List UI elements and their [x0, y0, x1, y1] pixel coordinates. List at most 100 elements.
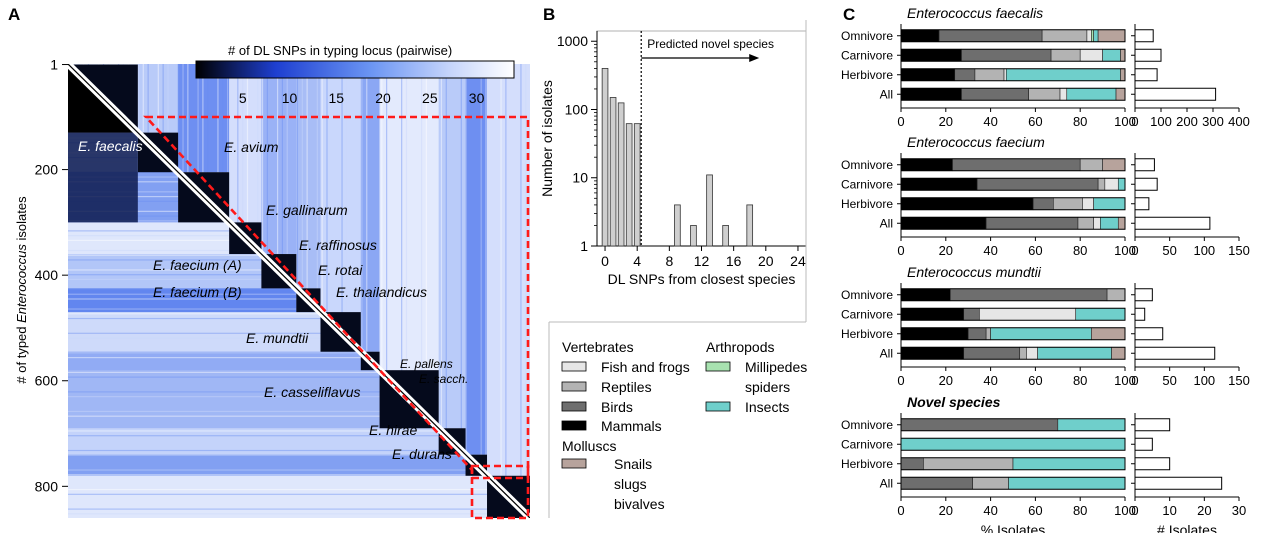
heatmap-stripe [68, 415, 426, 417]
diet-category-label: Omnivore [841, 158, 893, 172]
stacked-bar-segment [963, 346, 1021, 360]
heatmap-stripe [162, 64, 164, 157]
heatmap-stripe [68, 288, 297, 291]
heatmap-stripe [246, 64, 249, 240]
stacked-bar-segment [979, 307, 1077, 321]
heatmap-col-band [137, 64, 179, 133]
heatmap-stripe [68, 430, 441, 432]
diet-category-label: All [880, 346, 893, 360]
count-bar [1134, 216, 1211, 230]
heatmap-stripe [520, 64, 522, 509]
legend-arthropods-title: Arthropods [706, 339, 774, 355]
stacked-x-tick-label: 60 [1028, 373, 1042, 388]
colorbar-tick-label: 30 [469, 90, 485, 106]
count-bar [1134, 457, 1171, 471]
count-bar [1134, 29, 1154, 43]
stacked-x-tick-label: 20 [939, 373, 953, 388]
histogram-x-tick-label: 20 [758, 253, 774, 269]
stacked-bar-segment [1012, 457, 1126, 471]
stacked-bar-outline [900, 48, 1126, 62]
heatmap-row-band [68, 254, 262, 289]
stacked-bar-segment [1093, 197, 1126, 211]
legend-label-reptiles: Reptiles [601, 379, 652, 395]
histogram-bar [633, 123, 641, 247]
legend-swatch-reptiles [561, 381, 587, 392]
heatmap-stripe [68, 254, 262, 256]
stacked-bar-outline [900, 158, 1126, 172]
stacked-x-tick-label: 0 [897, 114, 904, 129]
heatmap-stripe [68, 278, 287, 281]
stacked-bar-outline [900, 307, 1126, 321]
colorbar [195, 60, 515, 79]
red-dashed-box [470, 464, 530, 520]
stacked-bar-segment [938, 29, 1043, 43]
heatmap-stripe [68, 313, 322, 315]
stacked-bar-segment [900, 307, 965, 321]
heatmap-stripe [68, 293, 302, 295]
heatmap-stripe [68, 298, 307, 300]
count-x-tick-label: 200 [1176, 114, 1198, 129]
count-bar [1134, 288, 1153, 302]
stacked-x-tick-label: 60 [1028, 114, 1042, 129]
histogram-bar [617, 102, 625, 247]
subplot-title: Novel species [907, 394, 1001, 410]
count-x-tick-label: 100 [1193, 373, 1215, 388]
stacked-x-tick-label: 60 [1028, 243, 1042, 258]
stacked-bar-segment [1102, 48, 1121, 62]
stacked-bar-segment [900, 177, 978, 191]
stacked-x-tick-label: 80 [1073, 114, 1087, 129]
legend: Vertebrates Arthropods Fish and frogs Re… [548, 20, 807, 518]
heatmap-stripe [68, 454, 466, 456]
stacked-bar-segment [900, 288, 951, 302]
heatmap-stripe [281, 64, 284, 275]
heatmap-stripe [480, 64, 482, 470]
heatmap-stripe [207, 64, 209, 201]
diagonal-line [68, 64, 530, 518]
stacked-bar-segment [1111, 346, 1126, 360]
colorbar-ticks: 5 10 15 20 25 30 [239, 90, 485, 106]
heatmap-col-band [320, 64, 361, 313]
host-diet-panel: Enterococcus faecalis Omnivore Carnivore He… [841, 5, 1250, 533]
stacked-x-tick-label: 60 [1028, 503, 1042, 518]
stacked-bar-segment [900, 29, 940, 43]
heatmap-col-band [261, 64, 297, 255]
stacked-bar-segment [923, 457, 1014, 471]
heatmap-stripe [68, 230, 238, 232]
colorbar-tick-label: 5 [239, 90, 247, 106]
stacked-bar-segment [1120, 68, 1126, 82]
heatmap-row-band [68, 475, 488, 518]
heatmap-y-tick-label: 1 [50, 57, 58, 73]
stacked-bar-segment [1117, 216, 1126, 230]
count-x-tick-label: 20 [1197, 503, 1211, 518]
stacked-bar-segment [1037, 346, 1112, 360]
stacked-x-tick-label: 100 [1114, 114, 1136, 129]
stacked-bar-segment [900, 476, 973, 490]
heatmap-stripe [197, 64, 199, 192]
panel-label-b: B [543, 5, 555, 24]
count-x-tick-label: 0 [1131, 243, 1138, 258]
stacked-x-tick-label: 100 [1114, 243, 1136, 258]
count-bar [1134, 307, 1146, 321]
heatmap-stripe [167, 64, 169, 162]
species-labels: E. faecalis E. avium E. gallinarum E. raffi… [78, 138, 468, 462]
heatmap-stripe [445, 64, 447, 436]
diet-category-label: Herbivore [841, 327, 893, 341]
heatmap-stripe [485, 64, 487, 475]
heatmap-ylabel: # of typed Enterococcus isolates [14, 196, 29, 384]
stacked-x-tick-label: 80 [1073, 373, 1087, 388]
stacked-bar-outline [900, 288, 1126, 302]
heatmap-stripe [401, 64, 403, 392]
count-x-tick-label: 100 [1193, 243, 1215, 258]
stacked-x-tick-label: 40 [983, 243, 997, 258]
subplot-title: Enterococcus faecalis [907, 5, 1043, 21]
histogram-bar [674, 204, 681, 247]
stacked-x-tick-label: 40 [983, 114, 997, 129]
stacked-bar-segment [952, 158, 1081, 172]
colorbar-title: # of DL SNPs in typing locus (pairwise) [228, 43, 452, 58]
heatmap-stripe [266, 64, 268, 260]
stacked-bar-outline [900, 29, 1126, 43]
histogram-bar [690, 225, 697, 247]
count-bar [1134, 158, 1155, 172]
stacked-bar-segment [1091, 29, 1094, 43]
colorbar-tick-label: 15 [329, 90, 345, 106]
